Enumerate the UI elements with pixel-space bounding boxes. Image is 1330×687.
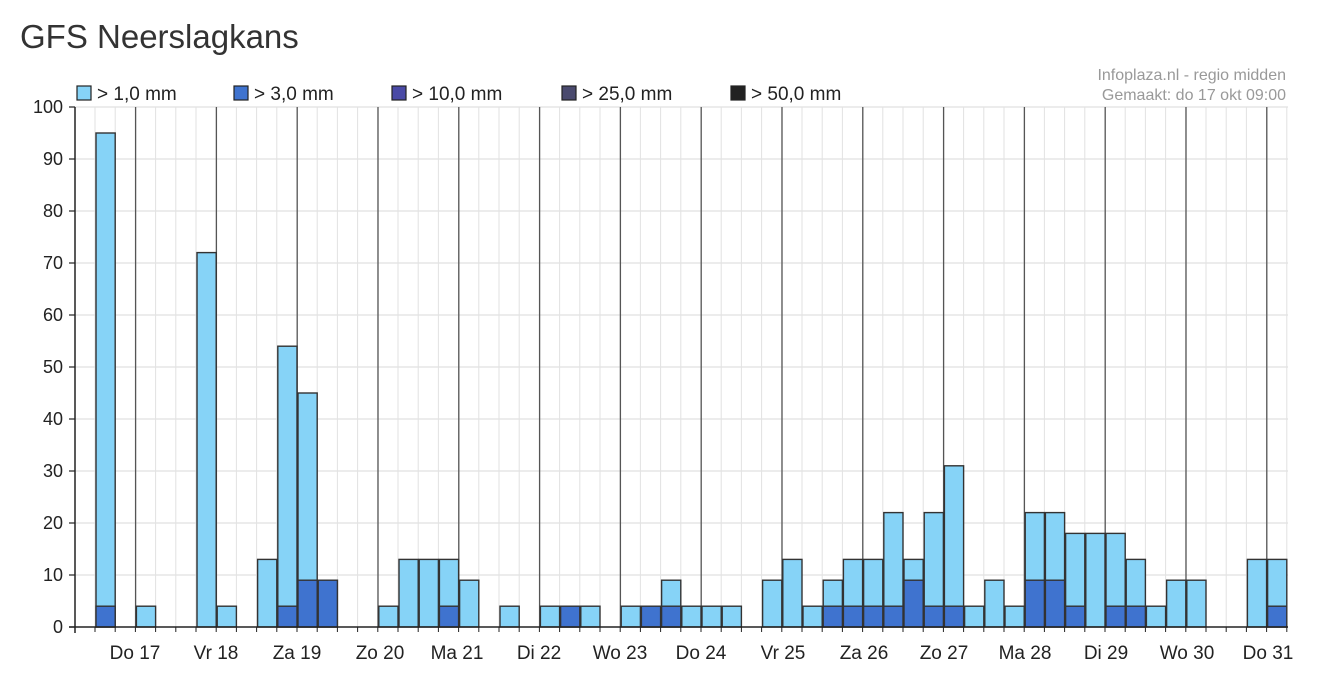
bar-gt-1mm — [256, 558, 278, 628]
bar-gt-3mm — [95, 605, 116, 628]
x-tick-label: Ma 28 — [999, 643, 1052, 664]
legend-label: > 50,0 mm — [751, 84, 841, 105]
x-tick-label: Do 24 — [676, 643, 727, 664]
bar-gt-3mm — [660, 605, 682, 628]
bar-gt-3mm — [317, 579, 339, 628]
bar-gt-3mm — [277, 605, 298, 628]
bar-gt-1mm — [1186, 579, 1207, 628]
legend-swatch — [730, 85, 746, 101]
bar-gt-3mm — [903, 579, 924, 628]
bar-gt-1mm — [1165, 579, 1187, 628]
bar-gt-1mm — [458, 579, 480, 628]
bar-gt-1mm — [499, 605, 520, 628]
page-title: GFS Neerslagkans — [20, 18, 299, 55]
bar-gt-1mm — [802, 605, 823, 628]
legend-layer: > 1,0 mm > 3,0 mm > 10,0 mm > 25,0 mm > 50,0… — [76, 84, 841, 105]
bar-gt-3mm — [842, 605, 864, 628]
bar-gt-1mm — [984, 579, 1005, 628]
bar-gt-3mm — [297, 579, 318, 628]
y-tick-label: 60 — [43, 305, 63, 325]
bar-gt-1mm — [398, 558, 419, 628]
bar-gt-3mm — [862, 605, 884, 628]
legend-label: > 25,0 mm — [582, 84, 672, 105]
bar-gt-1mm — [681, 605, 702, 628]
bar-gt-1mm — [963, 605, 985, 628]
bar-gt-1mm — [135, 605, 157, 628]
legend-label: > 3,0 mm — [254, 84, 334, 105]
y-tick-label: 70 — [43, 253, 63, 273]
bar-gt-1mm — [1004, 605, 1025, 628]
bar-gt-3mm — [1064, 605, 1086, 628]
bar-gt-3mm — [1125, 605, 1147, 628]
bar-gt-1mm — [761, 579, 783, 628]
x-tick-label: Do 17 — [110, 643, 161, 664]
y-tick-label: 10 — [43, 565, 63, 585]
x-tick-label: Wo 30 — [1160, 643, 1215, 664]
y-tick-label: 90 — [43, 149, 63, 169]
bar-gt-1mm — [620, 605, 642, 628]
bar-gt-1mm — [701, 605, 722, 628]
bar-gt-1mm — [196, 251, 217, 628]
y-tick-label: 20 — [43, 513, 63, 533]
bar-gt-3mm — [822, 605, 844, 628]
bar-gt-3mm — [1044, 579, 1066, 628]
bar-gt-3mm — [1105, 605, 1126, 628]
y-tick-label: 0 — [53, 617, 63, 637]
y-tick-label: 100 — [33, 97, 63, 117]
y-tick-label: 30 — [43, 461, 63, 481]
x-tick-label: Di 29 — [1084, 643, 1128, 664]
bar-gt-3mm — [559, 605, 581, 628]
bar-gt-3mm — [438, 605, 460, 628]
bar-gt-1mm — [721, 605, 743, 628]
x-tick-label: Za 19 — [273, 643, 322, 664]
bar-gt-1mm — [539, 605, 561, 628]
bar-gt-1mm — [216, 605, 238, 628]
bar-gt-1mm — [1145, 605, 1167, 628]
x-tick-label: Za 26 — [840, 643, 889, 664]
bar-gt-3mm — [923, 605, 945, 628]
y-tick-label: 80 — [43, 201, 63, 221]
x-tick-label: Di 22 — [517, 643, 561, 664]
created-label: Gemaakt: do 17 okt 09:00 — [1102, 87, 1286, 104]
bar-gt-1mm — [418, 558, 440, 628]
bar-layer — [95, 132, 1288, 628]
bar-gt-3mm — [883, 605, 904, 628]
bar-gt-1mm — [1085, 532, 1106, 628]
x-tick-label: Zo 27 — [920, 643, 969, 664]
legend-swatch — [76, 85, 92, 101]
x-tick-label: Zo 20 — [356, 643, 405, 664]
legend-label: > 1,0 mm — [97, 84, 177, 105]
bar-gt-1mm — [580, 605, 601, 628]
x-tick-label: Do 31 — [1243, 643, 1294, 664]
bar-gt-3mm — [943, 605, 965, 628]
bar-gt-1mm — [1246, 558, 1268, 628]
legend-swatch — [233, 85, 249, 101]
x-tick-label: Wo 23 — [593, 643, 648, 664]
x-tick-label: Vr 25 — [761, 643, 806, 664]
bar-gt-1mm — [277, 345, 298, 628]
bar-gt-1mm — [95, 132, 116, 628]
bar-gt-1mm — [782, 558, 803, 628]
bar-gt-3mm — [1024, 579, 1046, 628]
legend-swatch — [561, 85, 577, 101]
x-tick-label: Vr 18 — [194, 643, 239, 664]
bar-gt-1mm — [943, 465, 965, 628]
source-label: Infoplaza.nl - regio midden — [1097, 67, 1286, 84]
x-tick-label: Ma 21 — [431, 643, 484, 664]
legend-label: > 10,0 mm — [412, 84, 502, 105]
axis-layer: 0 10 20 30 40 50 60 70 80 90 100 Do 17 Vr 18 Za 19 Zo … — [33, 97, 1293, 664]
bar-gt-3mm — [640, 605, 662, 628]
bar-gt-3mm — [1266, 605, 1288, 628]
y-tick-label: 50 — [43, 357, 63, 377]
y-tick-label: 40 — [43, 409, 63, 429]
bar-gt-1mm — [378, 605, 399, 628]
legend-swatch — [391, 85, 407, 101]
